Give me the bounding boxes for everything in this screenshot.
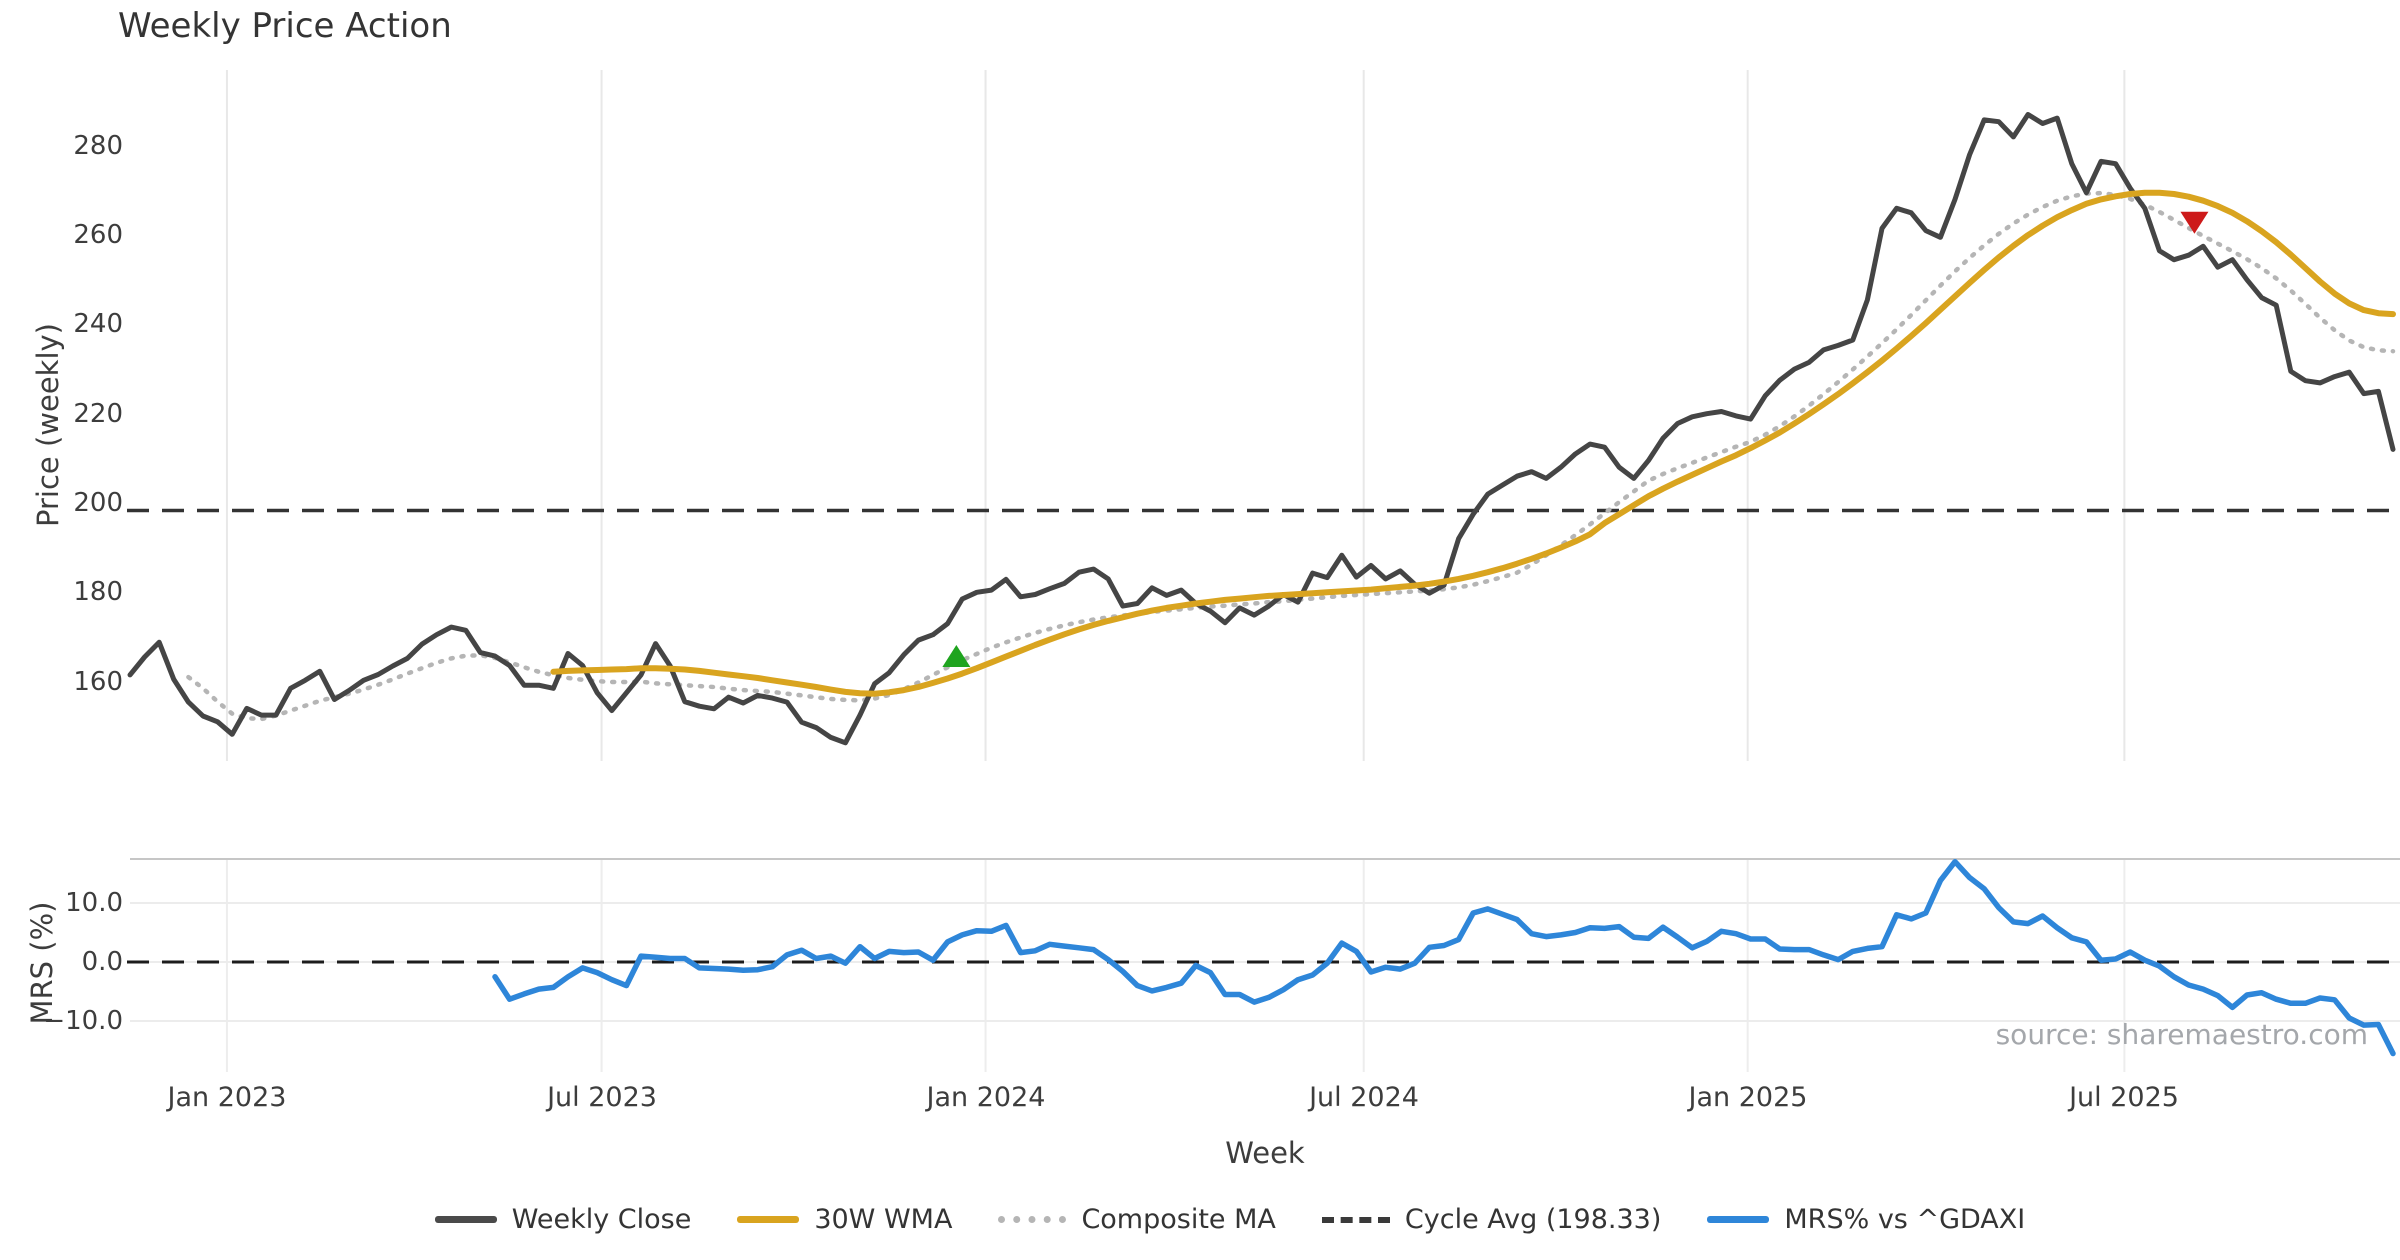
legend-label: 30W WMA: [814, 1204, 953, 1235]
week-axis-label: Week: [1225, 1136, 1305, 1170]
composite-ma-line: [186, 190, 2396, 722]
x-tick-label: Jan 2024: [926, 1082, 1046, 1113]
x-tick-label: Jan 2025: [1688, 1082, 1808, 1113]
price-tick-label: 280: [73, 131, 123, 161]
legend-item-30w-wma: 30W WMA: [737, 1204, 952, 1235]
mrs-tick-label: −10.0: [43, 1006, 123, 1036]
buy-signal-marker: [942, 645, 971, 668]
legend-item-mrs: MRS% vs ^GDAXI: [1707, 1204, 2025, 1235]
legend-item-composite-ma: Composite MA: [998, 1204, 1276, 1235]
legend-label: Composite MA: [1081, 1204, 1276, 1235]
30w-wma-line: [550, 189, 2396, 697]
source-watermark: source: sharemaestro.com: [1995, 1018, 2368, 1051]
sell-signal-marker: [2180, 211, 2209, 234]
legend-label: Weekly Close: [511, 1204, 692, 1235]
weekly-close-line-icon: [434, 1216, 497, 1223]
price-tick-label: 160: [73, 667, 123, 697]
x-tick-label: Jul 2023: [547, 1082, 657, 1113]
price-tick-label: 240: [73, 309, 123, 339]
legend-label: MRS% vs ^GDAXI: [1784, 1204, 2026, 1235]
price-tick-label: 260: [73, 220, 123, 250]
weekly-close-line: [127, 112, 2396, 746]
price-tick-label: 180: [73, 577, 123, 607]
composite-ma-line-icon: [998, 1216, 1067, 1223]
x-tick-label: Jan 2023: [167, 1082, 287, 1113]
mrs-tick-label: 0.0: [81, 947, 123, 977]
chart-legend: Weekly Close 30W WMA Composite MA Cycle …: [0, 1204, 2400, 1235]
chart-title: Weekly Price Action: [118, 6, 452, 46]
price-tick-label: 220: [73, 399, 123, 429]
mrs-vs-gdaxi-line: [492, 858, 2396, 1057]
legend-item-weekly-close: Weekly Close: [434, 1204, 692, 1235]
legend-item-cycle-avg: Cycle Avg (198.33): [1321, 1204, 1662, 1235]
x-tick-label: Jul 2025: [2069, 1082, 2179, 1113]
mrs-tick-label: 10.0: [65, 888, 123, 918]
cycle-avg-line-icon: [1321, 1216, 1390, 1223]
wma-line-icon: [737, 1216, 800, 1223]
x-tick-label: Jul 2024: [1309, 1082, 1419, 1113]
mrs-line-icon: [1707, 1216, 1770, 1223]
price-tick-label: 200: [73, 488, 123, 518]
legend-label: Cycle Avg (198.33): [1404, 1204, 1662, 1235]
